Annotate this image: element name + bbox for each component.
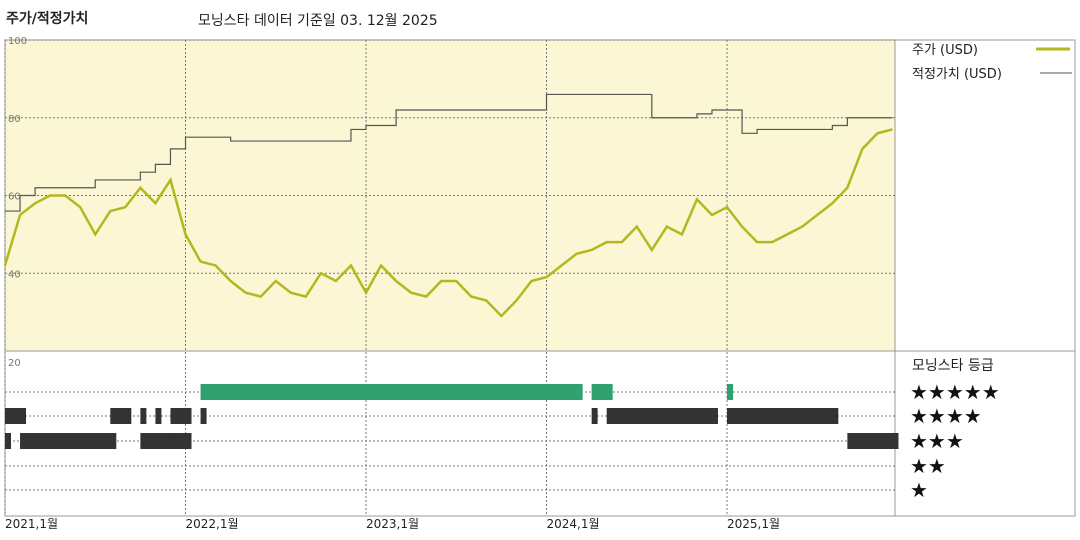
x-tick-label: 2025,1월	[727, 517, 780, 531]
rating-bar	[170, 408, 192, 424]
rating-level-1: ★	[910, 478, 928, 502]
rating-legend-panel	[894, 350, 1076, 517]
y-tick-label: 80	[8, 114, 21, 125]
rating-level-3: ★★★	[910, 429, 964, 453]
rating-level-2: ★★	[910, 454, 946, 478]
series-lines	[3, 93, 893, 318]
rating-plot-area	[4, 350, 896, 517]
y-tick-label: 100	[8, 36, 27, 47]
rating-level-4: ★★★★	[910, 404, 982, 428]
legend-panel	[894, 39, 1076, 352]
data-date-subtitle: 모닝스타 데이터 기준일 03. 12월 2025	[198, 13, 438, 29]
rating-y-tick: 20	[8, 358, 21, 369]
y-tick-label: 40	[8, 269, 21, 280]
rating-bar	[5, 408, 27, 424]
rating-bar	[200, 408, 207, 424]
rating-bars	[5, 384, 899, 449]
legend-price-label: 주가 (USD)	[912, 43, 978, 58]
rating-bar	[140, 408, 147, 424]
x-tick-label: 2023,1월	[366, 517, 419, 531]
rating-bar	[170, 433, 192, 449]
fair-value-line	[5, 93, 893, 212]
rating-bar	[200, 384, 583, 400]
rating-bar	[20, 433, 117, 449]
rating-level-5: ★★★★★	[910, 380, 1000, 404]
legend-fair-value-label: 적정가치 (USD)	[912, 67, 1002, 82]
chart-title: 주가/적정가치	[6, 11, 89, 27]
y-tick-label: 60	[8, 192, 21, 203]
x-tick-label: 2024,1월	[547, 517, 600, 531]
rating-bar	[727, 408, 839, 424]
rating-bar	[591, 408, 598, 424]
price-line	[3, 128, 893, 318]
rating-bar	[847, 433, 899, 449]
rating-bar	[110, 408, 132, 424]
rating-bar	[155, 408, 162, 424]
x-tick-label: 2022,1월	[186, 517, 239, 531]
rating-bar	[5, 433, 11, 449]
x-tick-label: 2021,1월	[5, 517, 58, 531]
rating-panel-title: 모닝스타 등급	[912, 358, 994, 374]
rating-bar	[727, 384, 734, 400]
rating-bar	[591, 384, 613, 400]
rating-bar	[606, 408, 718, 424]
